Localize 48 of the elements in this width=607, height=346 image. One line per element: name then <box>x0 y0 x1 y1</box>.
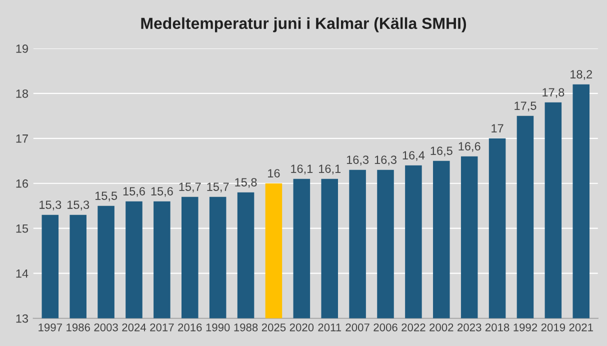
x-tick-label: 2017 <box>150 323 174 332</box>
x-tick-label: 1992 <box>514 323 538 332</box>
data-label: 16,4 <box>402 151 425 161</box>
data-label: 15,7 <box>207 182 229 192</box>
y-tick-label: 16 <box>16 179 28 188</box>
x-tick-label: 2007 <box>346 323 370 332</box>
x-tick-label: 1986 <box>66 323 90 332</box>
x-tick-label: 2020 <box>290 323 314 332</box>
x-tick-label: 2021 <box>569 323 593 332</box>
y-tick-label: 19 <box>16 44 28 53</box>
x-tick-label: 2011 <box>318 323 342 332</box>
data-label: 17 <box>492 124 504 132</box>
data-label: 15,5 <box>95 192 118 202</box>
x-tick-label: 2025 <box>262 323 286 332</box>
x-tick-label: 2018 <box>485 323 510 332</box>
data-label: 16,5 <box>430 146 452 156</box>
y-tick-label: 18 <box>16 89 28 98</box>
data-label: 16 <box>268 169 280 178</box>
data-label: 15,6 <box>123 187 145 197</box>
x-tick-label: 1990 <box>206 323 230 332</box>
y-tick-label: 15 <box>16 224 28 233</box>
x-tick-label: 1988 <box>234 323 258 332</box>
data-label: 16,3 <box>374 156 396 166</box>
x-tick-label: 2022 <box>402 323 426 332</box>
x-tick-label: 2019 <box>541 323 566 332</box>
x-tick-label: 2024 <box>122 323 146 332</box>
data-label: 15,3 <box>68 200 90 210</box>
y-tick-label: 14 <box>16 269 28 278</box>
data-label: 15,7 <box>179 182 201 192</box>
x-tick-label: 2006 <box>374 323 398 332</box>
data-label: 16,1 <box>319 164 341 174</box>
x-tick-label: 2016 <box>178 323 202 332</box>
data-label: 16,1 <box>291 164 313 174</box>
chart-title: Medeltemperatur juni i Kalmar (Källa SMHI) <box>141 17 466 32</box>
y-tick-label: 17 <box>16 134 28 143</box>
data-label: 17,5 <box>514 102 536 112</box>
data-label: 15,6 <box>151 187 173 197</box>
data-label: 16,3 <box>346 156 369 166</box>
y-tick-label: 13 <box>16 314 28 323</box>
data-label: 15,8 <box>235 178 257 188</box>
x-tick-label: 2002 <box>430 323 454 332</box>
x-tick-label: 2003 <box>94 323 118 332</box>
data-label: 18,2 <box>570 70 592 80</box>
data-label: 17,8 <box>542 88 564 98</box>
x-tick-label: 1997 <box>38 323 62 332</box>
data-label: 15,3 <box>40 200 62 210</box>
data-label: 16,6 <box>458 142 480 152</box>
x-tick-label: 2023 <box>458 323 482 332</box>
